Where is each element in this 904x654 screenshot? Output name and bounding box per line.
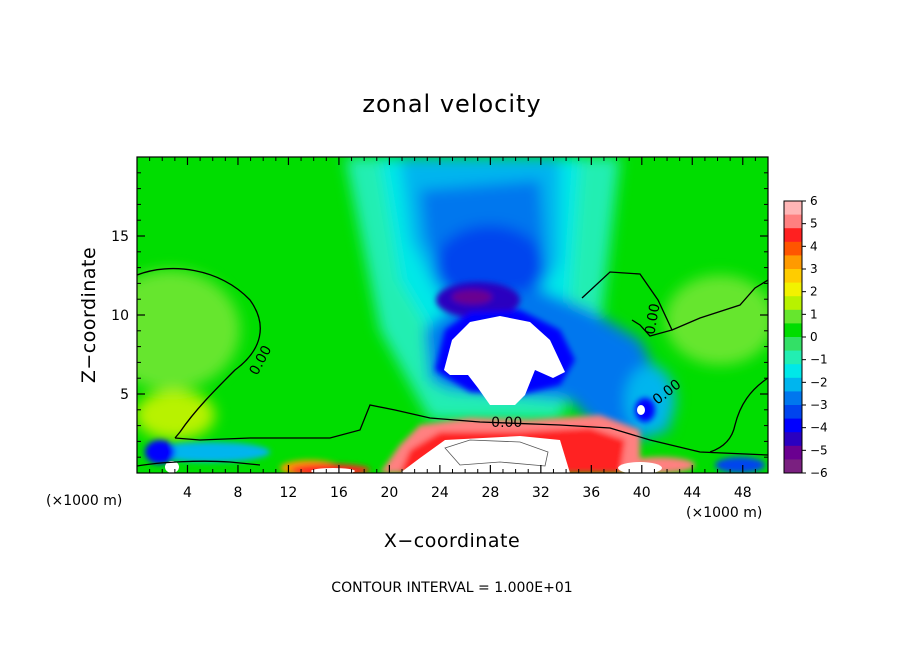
colorbar: 6 5 4 3 2 1 0 −1 −2 −3 −4 −5 −6 (783, 194, 828, 480)
field-zone-cyan-floor (150, 442, 270, 462)
colorbar-swatch (784, 364, 802, 379)
colorbar-swatch (784, 350, 802, 365)
x-tick-label: 12 (280, 485, 298, 501)
y-axis-label: Z−coordinate (78, 247, 100, 383)
x-tick-label: 36 (582, 485, 600, 501)
colorbar-swatch (784, 377, 802, 392)
colorbar-label: 4 (810, 239, 818, 253)
colorbar-label: −3 (810, 398, 828, 412)
contour-line-east-lower (709, 377, 768, 453)
colorbar-label: 6 (810, 194, 818, 208)
contour-label: 0.00 (491, 415, 522, 431)
colorbar-label: −5 (810, 443, 828, 457)
y-tick-label: 15 (111, 229, 129, 245)
contour-label: 0.00 (642, 302, 663, 335)
x-tick-label: 24 (431, 485, 449, 501)
colorbar-swatch (784, 309, 802, 324)
masked-region-dot (637, 405, 645, 415)
x-tick-label: 20 (380, 485, 398, 501)
colorbar-swatch (784, 337, 802, 352)
field-zone-east-bulge (665, 275, 768, 365)
x-tick-label: 40 (633, 485, 651, 501)
colorbar-label: 5 (810, 217, 818, 231)
contour-line-inner (444, 439, 549, 467)
colorbar-label: 2 (810, 285, 818, 299)
y-tick-label: 5 (120, 387, 129, 403)
colorbar-swatch (784, 459, 802, 474)
colorbar-swatch (784, 445, 802, 460)
colorbar-label: −1 (810, 353, 828, 367)
colorbar-swatch (784, 282, 802, 297)
contour-line-lower (174, 404, 768, 456)
field-zone-west-yellow (137, 390, 215, 440)
x-tick-label: 4 (183, 485, 192, 501)
masked-region-east (618, 462, 662, 473)
masked-region-core (444, 316, 565, 405)
x-tick-label: 32 (532, 485, 550, 501)
colorbar-label: 3 (810, 262, 818, 276)
masked-region-ground (400, 436, 570, 473)
contour-line-west (137, 267, 261, 439)
colorbar-label: −4 (810, 421, 828, 435)
contour-line-floor (137, 460, 261, 467)
field-zone-west-bulge (137, 270, 240, 390)
x-units-left: (×1000 m) (46, 493, 122, 509)
colorbar-label: 1 (810, 307, 818, 321)
colorbar-swatch (784, 296, 802, 311)
field-zone-blue-floor (145, 440, 175, 464)
colorbar-swatch (784, 323, 802, 338)
colorbar-swatch (784, 418, 802, 433)
masked-region-corner (165, 461, 179, 473)
colorbar-swatch (784, 228, 802, 243)
x-tick-label: 28 (481, 485, 499, 501)
y-axis: 5 10 15 (111, 172, 768, 458)
x-axis: 4 8 12 16 20 24 28 32 36 40 44 48 (149, 157, 756, 501)
colorbar-label: −6 (810, 466, 828, 480)
colorbar-swatch (784, 214, 802, 229)
contour-interval-note: CONTOUR INTERVAL = 1.000E+01 (331, 580, 572, 596)
contour-line-east (671, 279, 768, 331)
field-zone-purple (452, 290, 492, 304)
masked-region-west (311, 468, 355, 473)
colorbar-swatch (784, 432, 802, 447)
chart-title: zonal velocity (362, 90, 541, 118)
colorbar-label: 0 (810, 330, 818, 344)
x-tick-label: 16 (330, 485, 348, 501)
x-units-right: (×1000 m) (686, 505, 762, 521)
colorbar-swatch (784, 405, 802, 420)
x-tick-label: 8 (233, 485, 242, 501)
x-axis-label: X−coordinate (384, 530, 520, 552)
colorbar-swatch (784, 391, 802, 406)
y-tick-label: 10 (111, 308, 129, 324)
colorbar-swatch (784, 201, 802, 216)
x-tick-label: 48 (734, 485, 752, 501)
colorbar-label: −2 (810, 375, 828, 389)
colorbar-swatch (784, 269, 802, 284)
contour-line-east-upper (581, 271, 673, 337)
velocity-field (137, 157, 768, 473)
colorbar-swatch (784, 241, 802, 256)
x-tick-label: 44 (683, 485, 701, 501)
field-zone-blue-east-floor (715, 457, 765, 473)
colorbar-swatch (784, 255, 802, 270)
